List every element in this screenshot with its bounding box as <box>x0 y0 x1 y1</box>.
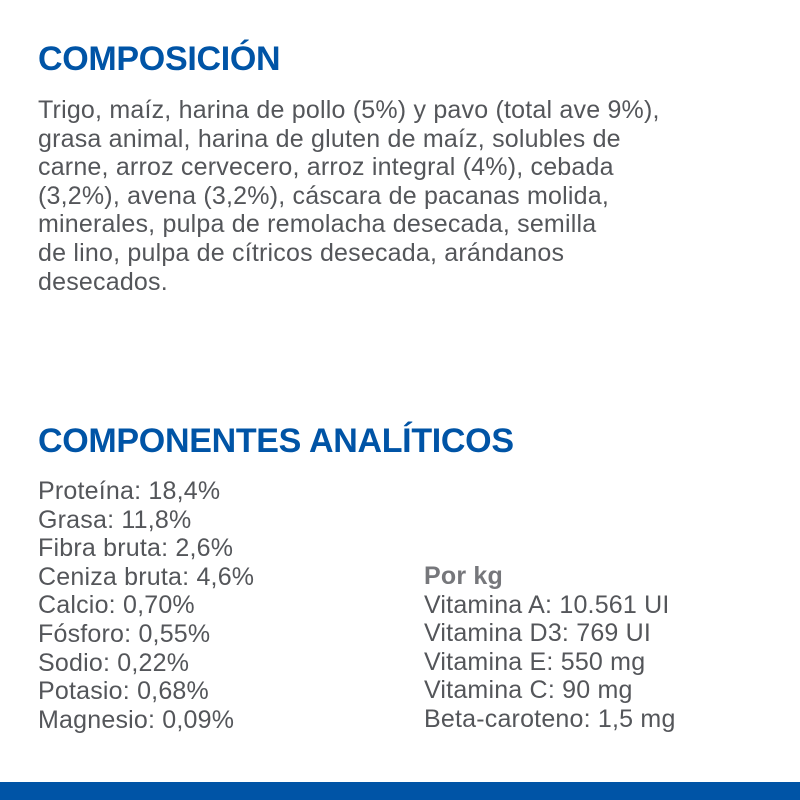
nutrient-item: Grasa: 11,8% <box>38 505 192 534</box>
nutrient-list: Proteína: 18,4% Grasa: 11,8% Fibra bruta… <box>38 477 254 734</box>
vitamin-item: Vitamina E: 550 mg <box>424 647 646 676</box>
vitamin-item: Vitamina C: 90 mg <box>424 676 633 705</box>
composition-line: (3,2%), avena (3,2%), cáscara de pacanas… <box>38 181 610 210</box>
nutrient-item: Fósforo: 0,55% <box>38 619 211 648</box>
vitamin-item: Beta-caroteno: 1,5 mg <box>424 704 676 733</box>
composition-heading: COMPOSICIÓN <box>38 40 281 78</box>
nutrient-item: Sodio: 0,22% <box>38 648 190 677</box>
nutrient-item: Ceniza bruta: 4,6% <box>38 562 255 591</box>
analytical-components-heading: COMPONENTES ANALÍTICOS <box>38 422 514 460</box>
bottom-accent-bar <box>0 782 800 800</box>
composition-line: desecados. <box>38 267 168 296</box>
nutrient-item: Proteína: 18,4% <box>38 477 221 505</box>
composition-line: Trigo, maíz, harina de pollo (5%) y pavo… <box>38 96 660 124</box>
per-kg-heading: Por kg <box>424 562 503 590</box>
vitamin-item: Vitamina D3: 769 UI <box>424 619 652 648</box>
nutrient-item: Magnesio: 0,09% <box>38 705 235 734</box>
vitamin-item: Vitamina A: 10.561 UI <box>424 590 670 619</box>
nutrient-item: Fibra bruta: 2,6% <box>38 534 234 563</box>
composition-line: minerales, pulpa de remolacha desecada, … <box>38 210 597 239</box>
nutrient-item: Potasio: 0,68% <box>38 677 209 706</box>
composition-line: grasa animal, harina de gluten de maíz, … <box>38 124 621 153</box>
composition-line: carne, arroz cervecero, arroz integral (… <box>38 153 614 182</box>
composition-ingredients-text: Trigo, maíz, harina de pollo (5%) y pavo… <box>38 96 660 296</box>
composition-line: de lino, pulpa de cítricos desecada, ará… <box>38 238 565 267</box>
per-kg-vitamin-list: Por kg Vitamina A: 10.561 UI Vitamina D3… <box>424 562 676 734</box>
nutrient-item: Calcio: 0,70% <box>38 591 195 620</box>
